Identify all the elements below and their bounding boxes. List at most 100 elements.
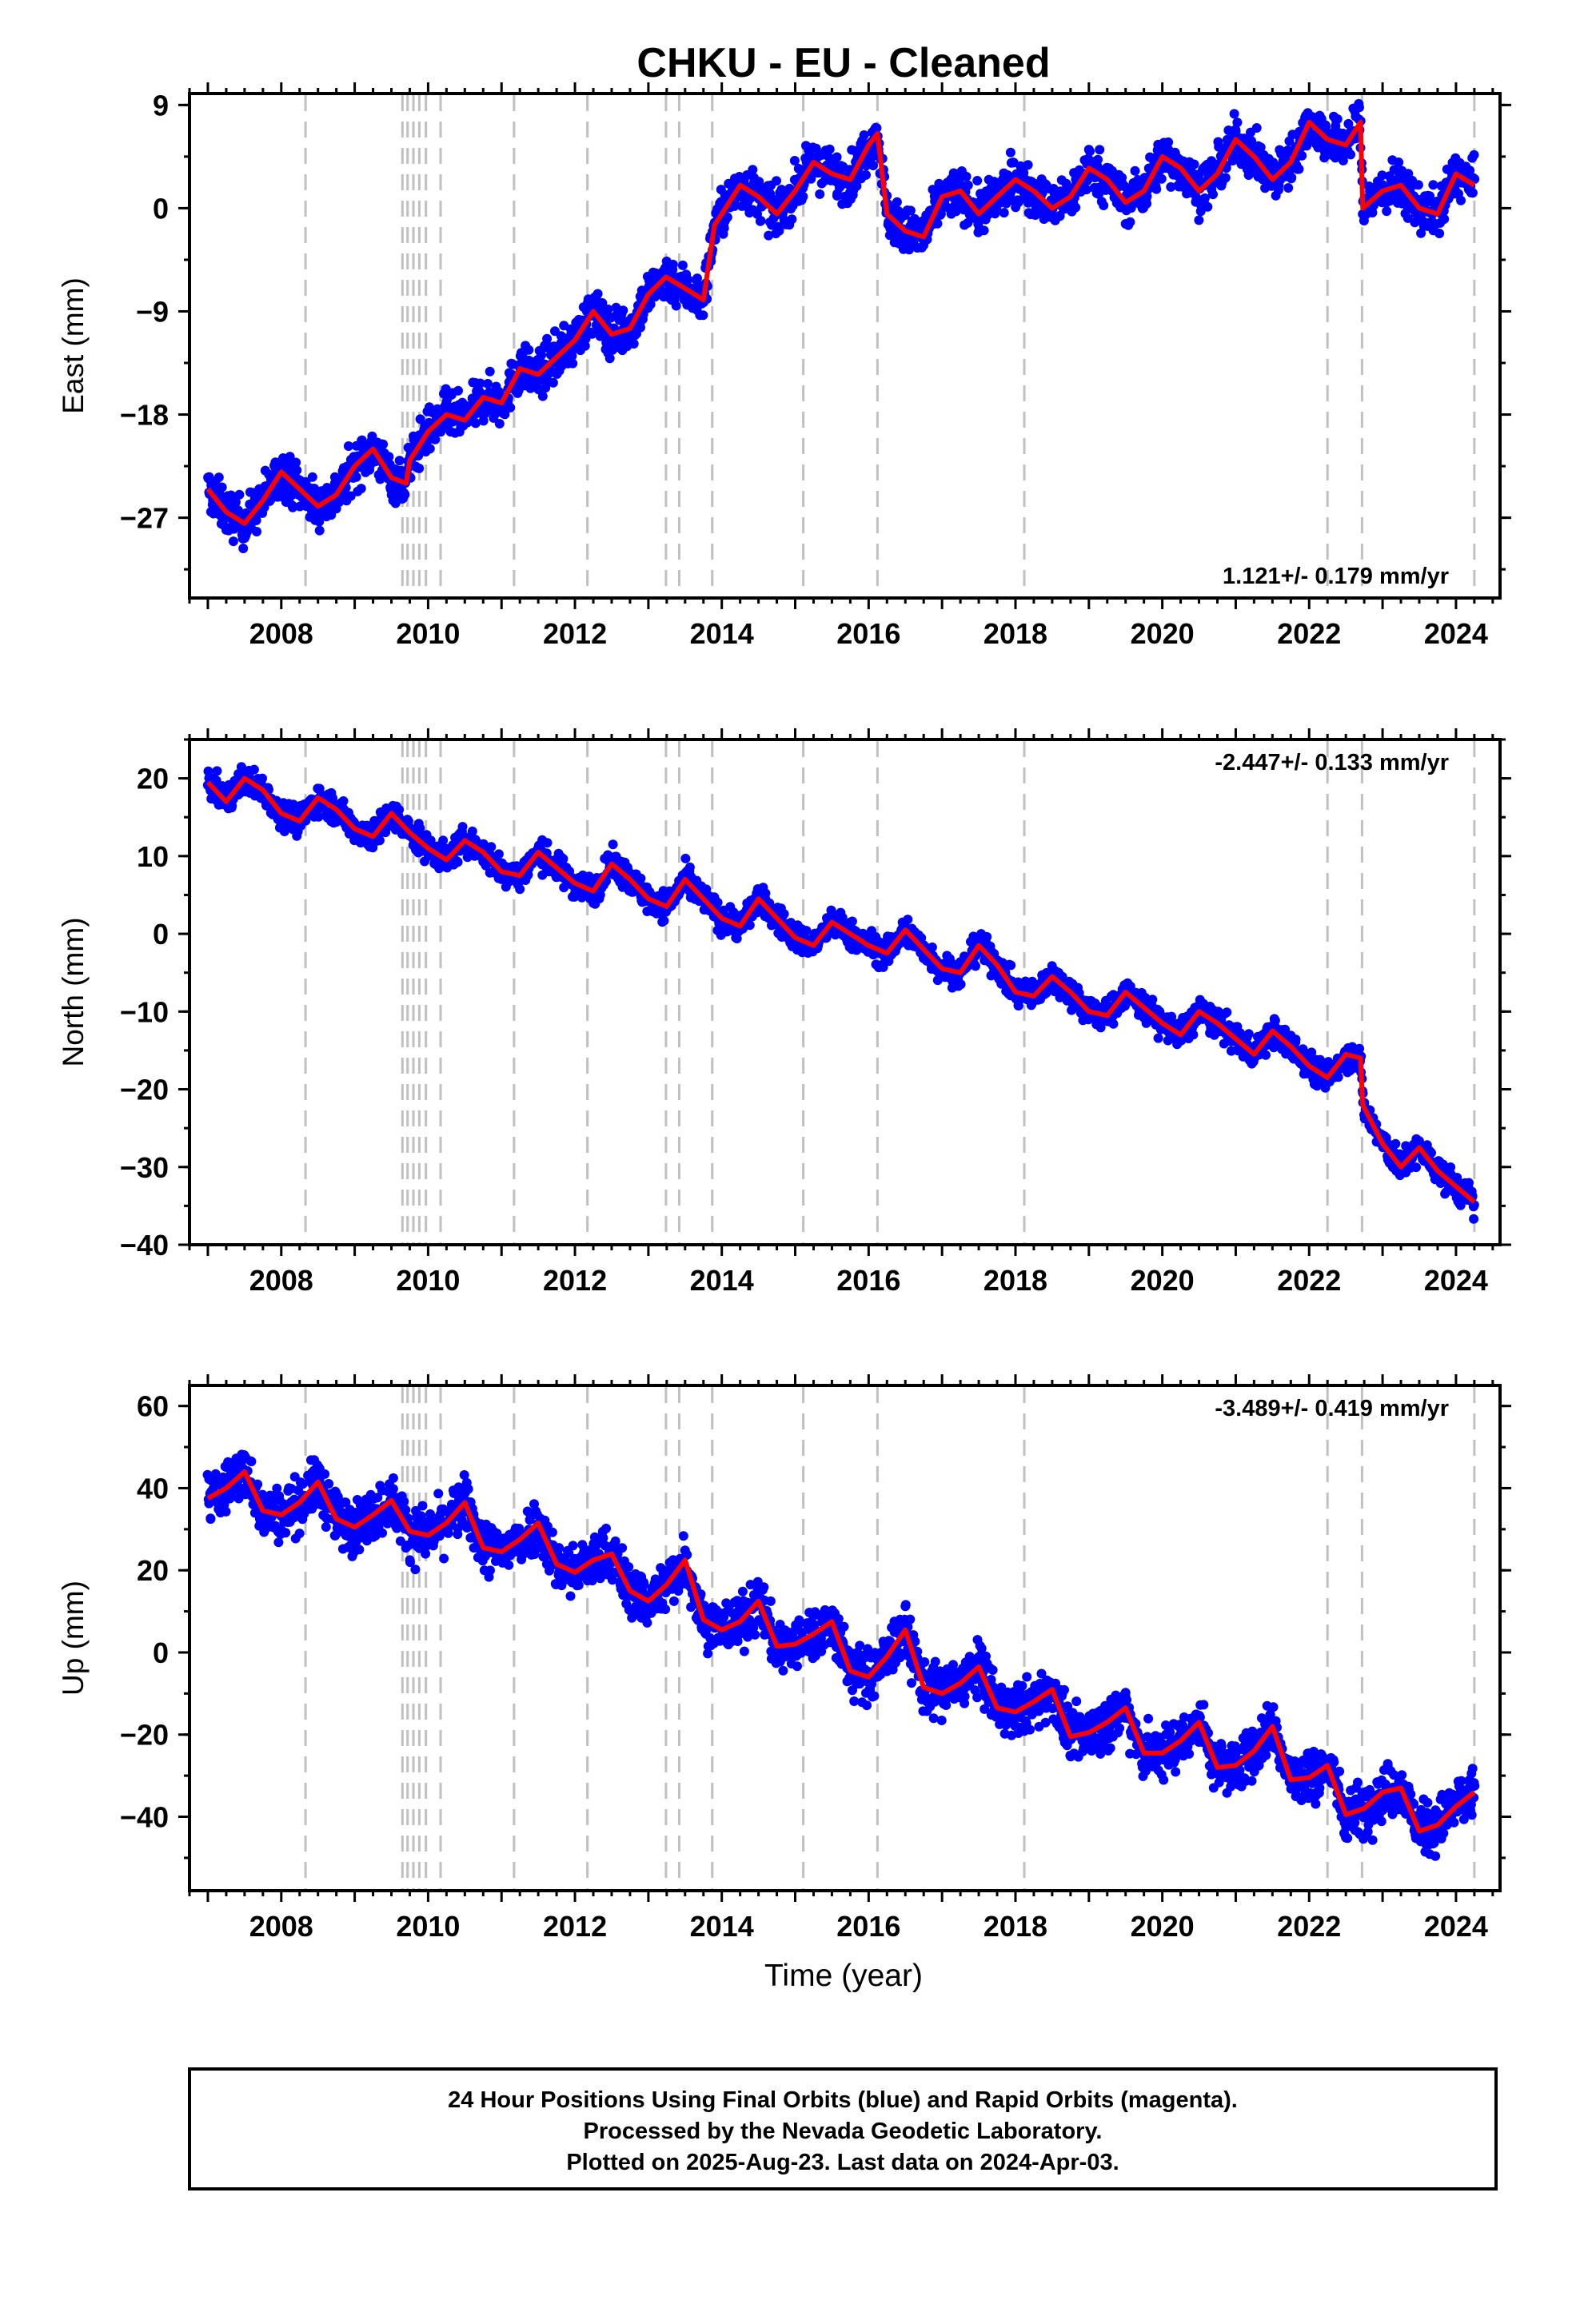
y-tick-label: 9 xyxy=(153,89,169,122)
x-tick-label: 2008 xyxy=(249,617,313,650)
data-point xyxy=(486,842,496,851)
data-point xyxy=(217,483,227,492)
data-point xyxy=(394,805,404,815)
data-point xyxy=(339,796,349,806)
data-point xyxy=(860,130,869,140)
data-point xyxy=(636,874,645,883)
data-point xyxy=(1131,166,1140,176)
data-point xyxy=(698,310,708,320)
data-point xyxy=(1414,180,1423,189)
data-point xyxy=(453,857,463,867)
data-point xyxy=(1295,165,1304,174)
data-point xyxy=(1203,202,1212,212)
data-point xyxy=(593,289,603,299)
data-point xyxy=(928,943,937,952)
data-point xyxy=(906,205,916,215)
data-point xyxy=(1109,1019,1119,1029)
x-tick-label: 2020 xyxy=(1131,617,1195,650)
data-point xyxy=(1252,123,1262,133)
data-point xyxy=(1071,203,1080,213)
data-point xyxy=(1283,183,1293,193)
data-point xyxy=(1082,185,1091,194)
data-point xyxy=(485,367,495,377)
data-point xyxy=(603,305,612,314)
data-point xyxy=(756,216,766,225)
y-tick-label: 0 xyxy=(153,192,169,225)
data-point xyxy=(868,161,878,170)
data-point xyxy=(1230,109,1239,118)
data-point xyxy=(1333,114,1343,124)
data-point xyxy=(453,386,463,396)
data-point xyxy=(980,225,989,235)
data-point xyxy=(1099,201,1108,210)
data-point xyxy=(872,123,881,133)
data-point xyxy=(1287,173,1296,182)
data-point xyxy=(1125,217,1135,227)
data-point xyxy=(229,536,238,546)
data-point xyxy=(212,766,221,775)
data-point xyxy=(568,359,577,369)
data-point xyxy=(234,490,244,500)
data-point xyxy=(1154,1034,1163,1043)
data-point xyxy=(683,275,692,285)
data-point xyxy=(400,490,409,500)
data-point xyxy=(861,170,871,180)
data-point xyxy=(672,301,681,311)
y-axis-label: East (mm) xyxy=(57,277,90,414)
data-point xyxy=(685,863,695,872)
data-point xyxy=(1434,229,1444,238)
event-lines xyxy=(305,741,1474,1243)
data-point xyxy=(1095,145,1104,154)
data-point xyxy=(802,926,812,935)
x-tick-label: 2024 xyxy=(1424,617,1488,650)
data-point xyxy=(629,339,639,349)
data-point xyxy=(1006,960,1015,970)
data-point xyxy=(680,854,690,863)
data-point xyxy=(1085,146,1095,156)
data-point xyxy=(1188,1030,1198,1039)
data-point xyxy=(787,214,796,224)
y-tick-label: −9 xyxy=(136,295,169,328)
data-point xyxy=(438,835,448,845)
data-point xyxy=(760,888,770,898)
data-point xyxy=(558,854,568,863)
data-point xyxy=(1382,206,1391,216)
data-point xyxy=(1439,214,1449,224)
data-point xyxy=(214,472,224,482)
data-point xyxy=(495,419,505,429)
data-point xyxy=(1093,155,1103,165)
data-point xyxy=(933,219,943,229)
data-point xyxy=(903,915,912,924)
data-point xyxy=(1394,157,1403,167)
chart-title: CHKU - EU - Cleaned xyxy=(636,40,1050,86)
data-point xyxy=(892,197,902,207)
data-point xyxy=(608,839,618,849)
data-point xyxy=(971,961,980,971)
data-point xyxy=(1297,151,1307,161)
data-point xyxy=(1157,174,1167,184)
data-point xyxy=(956,979,966,989)
data-point xyxy=(378,440,388,449)
data-point xyxy=(636,323,645,333)
data-point xyxy=(375,835,385,845)
data-point xyxy=(1151,185,1161,194)
data-point xyxy=(1470,150,1479,160)
data-point xyxy=(1456,196,1466,205)
data-point xyxy=(962,172,972,181)
x-tick-label: 2014 xyxy=(690,617,754,650)
data-point xyxy=(1190,160,1199,169)
data-point xyxy=(483,379,493,389)
data-point xyxy=(668,260,678,269)
data-point xyxy=(999,208,1009,217)
position-points xyxy=(203,762,1479,1224)
data-point xyxy=(238,544,248,553)
data-point xyxy=(798,192,808,201)
x-tick-label: 2010 xyxy=(396,617,460,650)
data-point xyxy=(972,176,982,185)
data-point xyxy=(1468,188,1478,197)
data-point xyxy=(458,822,468,831)
data-point xyxy=(832,153,842,162)
y-tick-label: −27 xyxy=(120,502,169,535)
